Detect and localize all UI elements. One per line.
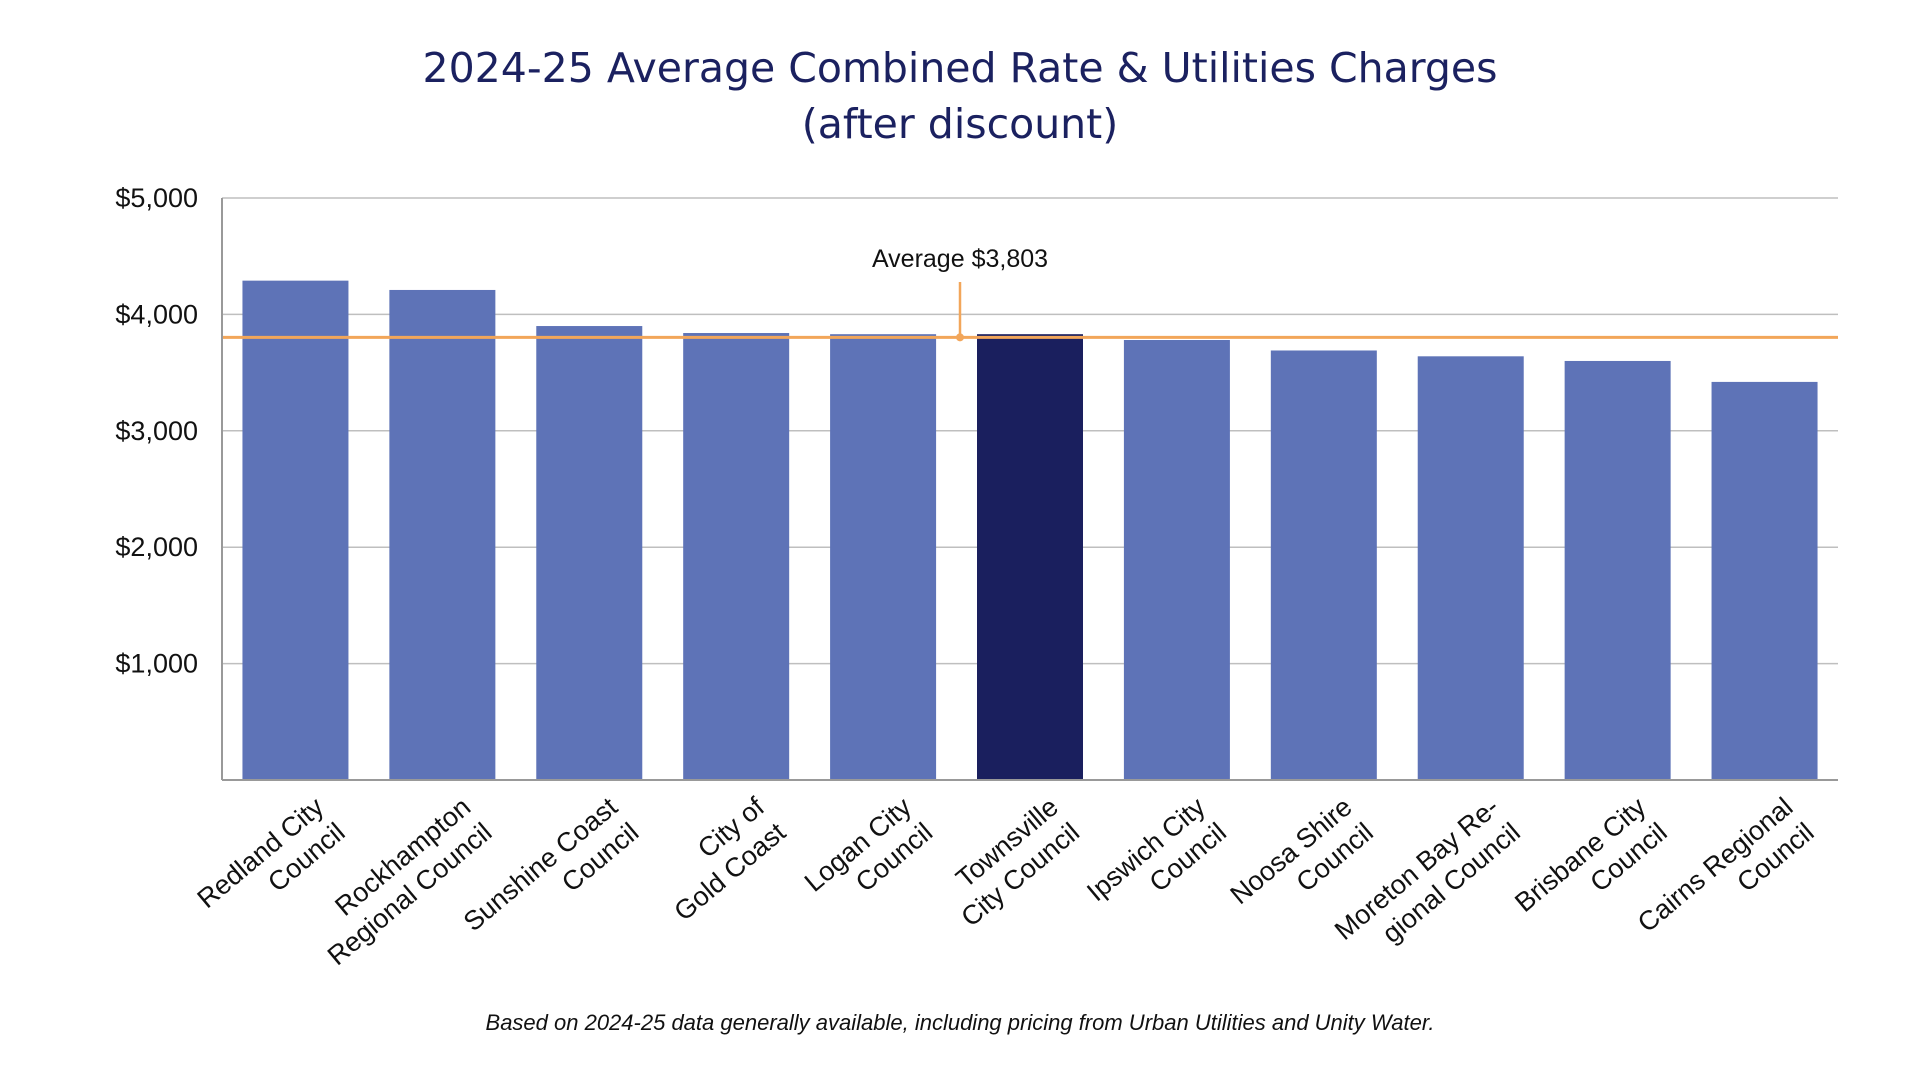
y-tick-label: $1,000 <box>115 649 198 679</box>
average-label: Average $3,803 <box>872 245 1048 273</box>
bar <box>1270 350 1377 780</box>
bars <box>242 280 1818 780</box>
y-tick-label: $4,000 <box>115 299 198 329</box>
category-label: Redland CityCouncil <box>192 791 351 939</box>
y-tick-label: $3,000 <box>115 416 198 446</box>
bar <box>830 334 937 780</box>
chart-title-block: 2024-25 Average Combined Rate & Utilitie… <box>0 40 1920 152</box>
bar <box>389 289 496 780</box>
chart-footnote: Based on 2024-25 data generally availabl… <box>485 1010 1435 1035</box>
bar <box>1711 381 1818 780</box>
bar <box>536 326 643 780</box>
bar <box>242 280 349 780</box>
bar <box>1417 356 1524 780</box>
category-label: City ofGold Coast <box>647 791 791 926</box>
chart-title: 2024-25 Average Combined Rate & Utilitie… <box>422 44 1498 92</box>
category-label: Sunshine CoastCouncil <box>458 791 645 962</box>
y-tick-label: $5,000 <box>115 183 198 213</box>
category-label: Cairns RegionalCouncil <box>1632 792 1820 964</box>
y-tick-label: $2,000 <box>115 532 198 562</box>
average-reference: Average $3,803 <box>222 245 1838 342</box>
bar <box>1564 360 1671 780</box>
bar <box>977 334 1083 780</box>
axes: $1,000 $2,000 $3,000 $4,000 $5,000 <box>115 183 1838 781</box>
bar <box>1123 340 1230 780</box>
chart-subtitle: (after discount) <box>801 100 1119 148</box>
bar <box>683 333 790 780</box>
average-marker <box>956 333 964 342</box>
category-label: Logan CityCouncil <box>799 791 939 923</box>
category-label: Ipswich CityCouncil <box>1081 791 1232 932</box>
category-label: TownsvilleCity Council <box>934 792 1085 933</box>
